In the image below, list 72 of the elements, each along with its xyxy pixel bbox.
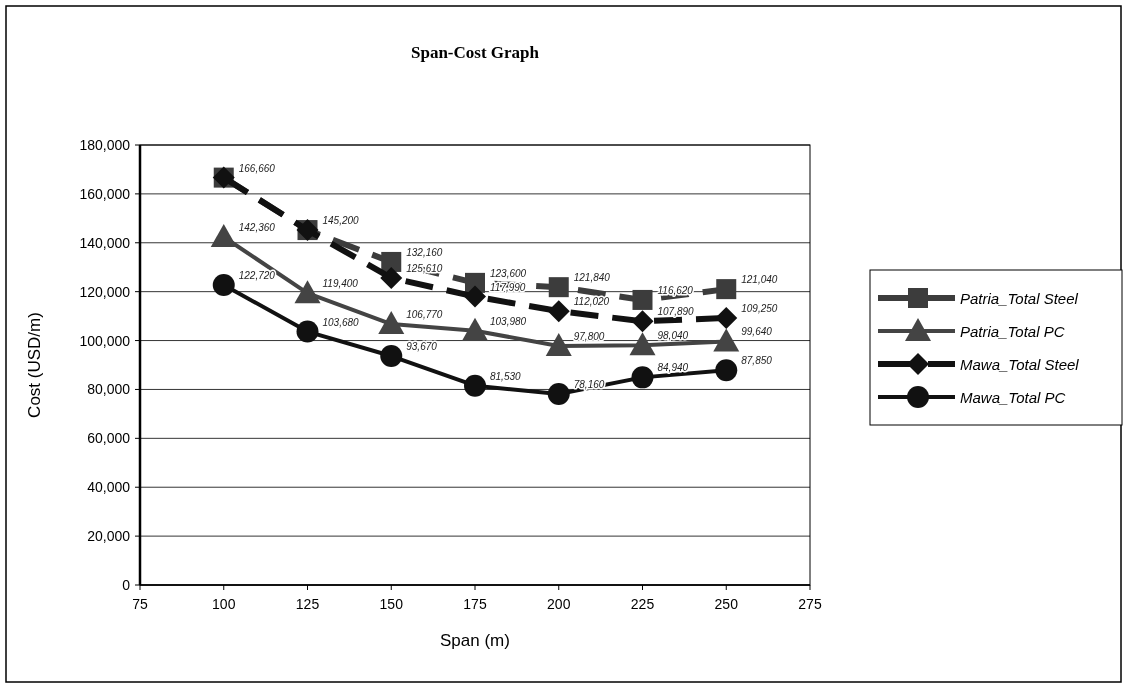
point xyxy=(296,320,319,343)
data-label: 123,600 xyxy=(490,267,527,279)
y-tick-label: 80,000 xyxy=(87,381,131,398)
point xyxy=(631,366,654,389)
data-label: 81,530 xyxy=(490,370,522,382)
y-tick-label: 160,000 xyxy=(79,185,131,202)
data-label: 87,850 xyxy=(741,355,773,367)
point xyxy=(210,224,237,248)
x-tick-label: 100 xyxy=(212,596,236,612)
legend-label: Patria_Total Steel xyxy=(960,290,1079,307)
data-label: 106,770 xyxy=(406,309,443,321)
legend-label: Patria_Total PC xyxy=(960,323,1065,340)
point xyxy=(548,277,569,298)
y-tick-label: 20,000 xyxy=(87,528,131,545)
point xyxy=(547,382,570,405)
data-label: 93,670 xyxy=(406,341,438,353)
x-tick-label: 275 xyxy=(798,596,822,612)
x-tick-label: 250 xyxy=(714,596,739,612)
x-tick-label: 125 xyxy=(295,596,320,612)
data-label: 97,800 xyxy=(573,330,605,342)
data-label: 122,720 xyxy=(238,270,276,282)
x-tick-label: 150 xyxy=(379,596,404,612)
data-label: 107,890 xyxy=(657,306,695,318)
y-tick-label: 60,000 xyxy=(87,430,131,447)
y-tick-label: 40,000 xyxy=(87,479,131,496)
data-label: 121,040 xyxy=(741,274,778,286)
y-tick-label: 100,000 xyxy=(79,332,131,349)
point xyxy=(631,310,654,333)
y-axis-title: Cost (USD/m) xyxy=(25,312,44,418)
point xyxy=(545,332,572,356)
point xyxy=(464,374,486,397)
y-tick-label: 0 xyxy=(122,577,131,593)
point xyxy=(212,274,235,297)
point xyxy=(381,251,402,272)
data-label: 119,400 xyxy=(322,278,359,290)
point xyxy=(716,279,737,300)
legend-label: Mawa_Total PC xyxy=(960,389,1066,406)
point xyxy=(713,328,740,352)
y-tick-label: 180,000 xyxy=(79,137,131,153)
data-label: 103,680 xyxy=(322,316,360,328)
data-label: 142,360 xyxy=(238,222,276,234)
data-label: 99,640 xyxy=(741,326,773,338)
data-label: 166,660 xyxy=(238,162,276,174)
point xyxy=(294,280,321,304)
y-tick-label: 140,000 xyxy=(79,234,131,251)
point xyxy=(462,317,488,341)
point xyxy=(547,300,570,323)
data-label: 109,250 xyxy=(741,302,778,314)
x-tick-label: 175 xyxy=(463,596,487,612)
data-label: 145,200 xyxy=(322,215,360,227)
x-tick-label: 225 xyxy=(630,596,655,612)
x-tick-label: 200 xyxy=(547,596,571,612)
data-label: 121,840 xyxy=(573,272,611,284)
data-label: 132,160 xyxy=(406,246,443,258)
point xyxy=(378,311,405,335)
data-label: 112,020 xyxy=(573,296,610,308)
point xyxy=(715,306,738,329)
point xyxy=(380,266,403,289)
data-label: 84,940 xyxy=(657,362,689,374)
data-label: 103,980 xyxy=(490,315,527,327)
legend-label: Mawa_Total Steel xyxy=(960,356,1080,373)
data-label: 125,610 xyxy=(406,262,443,274)
x-axis-title: Span (m) xyxy=(440,631,510,650)
x-tick-label: 75 xyxy=(132,596,148,612)
point xyxy=(380,345,403,368)
point xyxy=(632,289,653,310)
y-tick-label: 120,000 xyxy=(79,283,131,300)
point xyxy=(629,332,656,356)
chart-title: Span-Cost Graph xyxy=(410,43,540,62)
data-label: 98,040 xyxy=(657,330,689,342)
point xyxy=(715,359,738,382)
point xyxy=(464,285,486,308)
